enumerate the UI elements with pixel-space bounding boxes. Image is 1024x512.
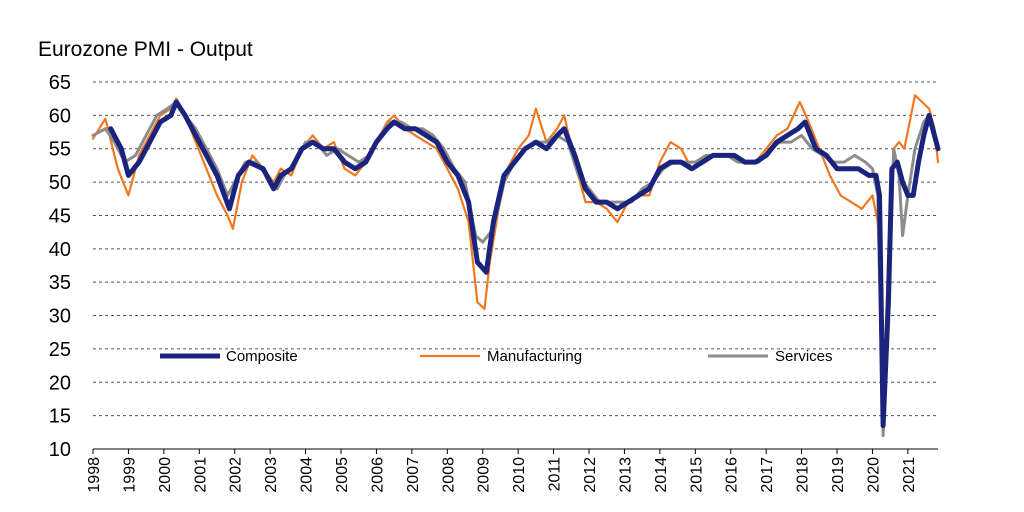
y-tick-label: 25 [49, 339, 71, 361]
y-tick-label: 55 [49, 139, 71, 161]
x-tick-label: 1998 [86, 457, 103, 493]
y-tick-label: 45 [49, 205, 71, 227]
y-tick-label: 20 [49, 372, 71, 394]
x-tick-label: 2000 [157, 457, 174, 493]
x-tick-label: 2019 [830, 457, 847, 493]
x-tick-label: 2018 [795, 457, 812, 493]
x-tick-label: 2014 [653, 457, 670, 493]
x-tick-label: 2021 [901, 457, 918, 493]
x-tick-label: 2008 [440, 457, 457, 493]
series-line-manufacturing [91, 94, 940, 411]
y-tick-label: 50 [49, 172, 71, 194]
x-tick-label: 2010 [511, 457, 528, 493]
legend-label-manufacturing: Manufacturing [487, 348, 582, 365]
legend-label-composite: Composite [226, 348, 298, 365]
y-tick-label: 35 [49, 272, 71, 294]
chart-title: Eurozone PMI - Output [38, 38, 253, 61]
x-tick-label: 2015 [688, 457, 705, 493]
x-tick-label: 2016 [724, 457, 741, 493]
x-tick-label: 1999 [121, 457, 138, 493]
legend-label-services: Services [775, 348, 833, 365]
x-tick-label: 2009 [476, 457, 493, 493]
x-tick-label: 2013 [617, 457, 634, 493]
y-tick-label: 30 [49, 306, 71, 328]
x-tick-label: 2005 [334, 457, 351, 493]
x-tick-label: 2001 [192, 457, 209, 493]
y-tick-label: 10 [49, 439, 71, 461]
x-tick-label: 2002 [228, 457, 245, 493]
x-tick-label: 2017 [759, 457, 776, 493]
x-tick-label: 2004 [299, 457, 316, 493]
x-tick-label: 2003 [263, 457, 280, 493]
x-tick-label: 2012 [582, 457, 599, 493]
series-line-composite [108, 99, 941, 429]
y-tick-label: 60 [49, 105, 71, 127]
y-tick-label: 65 [49, 72, 71, 94]
x-tick-label: 2006 [369, 457, 386, 493]
y-tick-label: 40 [49, 239, 71, 261]
x-tick-label: 2020 [865, 457, 882, 493]
y-tick-label: 15 [49, 406, 71, 428]
x-tick-label: 2011 [547, 457, 564, 492]
x-tick-label: 2007 [405, 457, 422, 493]
